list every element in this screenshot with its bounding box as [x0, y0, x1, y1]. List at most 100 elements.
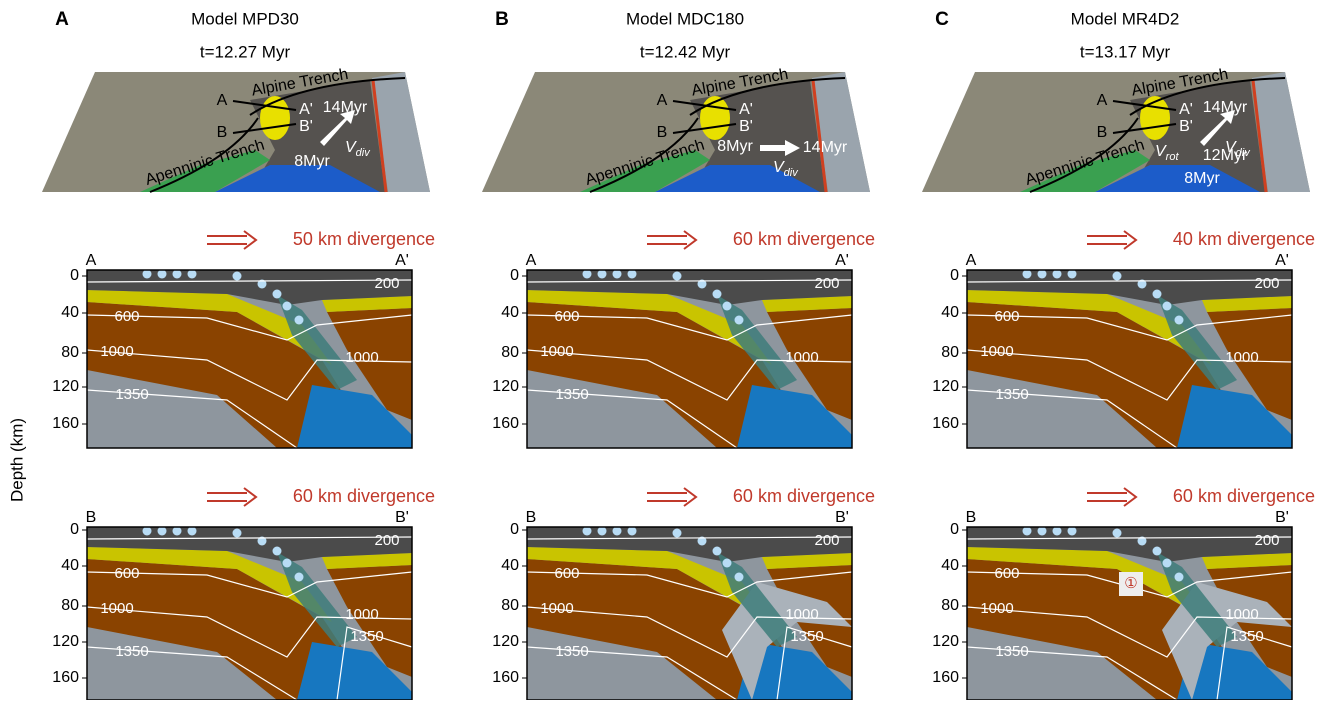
map-label: B' — [739, 118, 753, 135]
isotherm-label: 1000 — [100, 343, 133, 360]
marker-dot — [628, 270, 637, 279]
map-label: A — [1097, 92, 1108, 109]
isotherm-label: 600 — [554, 565, 579, 582]
isotherm-label: 1000 — [1225, 606, 1258, 623]
isotherm-label: 1350 — [115, 386, 148, 403]
isotherm-label: 1350 — [1230, 628, 1263, 645]
isotherm-label: 1000 — [540, 600, 573, 617]
section-end: B — [966, 509, 977, 526]
depth-tick-label: 0 — [950, 267, 959, 284]
marker-dot — [1038, 270, 1047, 279]
marker-dot — [723, 302, 732, 311]
isotherm-label: 200 — [374, 275, 399, 292]
marker-dot — [1053, 270, 1062, 279]
isotherm-label: 200 — [814, 275, 839, 292]
map-label: B' — [1179, 118, 1193, 135]
section-end: B — [86, 509, 97, 526]
marker-dot — [598, 527, 607, 536]
isotherm-label: 1350 — [555, 386, 588, 403]
map-label: B — [1097, 124, 1108, 141]
isotherm-label: 200 — [814, 532, 839, 549]
marker-dot — [1068, 270, 1077, 279]
map-label: A' — [739, 101, 753, 118]
velocity-subscript: div — [356, 147, 372, 159]
depth-tick-label: 120 — [492, 633, 519, 650]
section-end: A — [526, 252, 537, 269]
marker-dot — [735, 316, 744, 325]
depth-tick-label: 120 — [52, 633, 79, 650]
marker-dot — [583, 527, 592, 536]
isotherm-label: 600 — [114, 565, 139, 582]
map-label: A' — [1179, 101, 1193, 118]
marker-dot — [1163, 302, 1172, 311]
divergence-arrow — [244, 231, 256, 249]
marker-dot — [1023, 270, 1032, 279]
depth-tick-label: 0 — [510, 267, 519, 284]
marker-dot — [273, 290, 282, 299]
marker-dot — [273, 547, 282, 556]
isotherm-label: 1350 — [790, 628, 823, 645]
marker-dot — [713, 547, 722, 556]
depth-tick-label: 0 — [70, 267, 79, 284]
marker-dot — [173, 527, 182, 536]
isotherm-label: 600 — [994, 308, 1019, 325]
depth-tick-label: 0 — [70, 521, 79, 538]
divergence-arrow — [684, 231, 696, 249]
model-time: t=12.27 Myr — [200, 42, 291, 61]
marker-dot — [188, 527, 197, 536]
marker-dot — [613, 527, 622, 536]
marker-dot — [583, 270, 592, 279]
isotherm-label: 1350 — [115, 643, 148, 660]
depth-tick-label: 160 — [52, 415, 79, 432]
isotherm-label: 1350 — [555, 643, 588, 660]
isotherm-label: 200 — [1254, 275, 1279, 292]
marker-dot — [628, 527, 637, 536]
isotherm-label: 1000 — [980, 600, 1013, 617]
map-label: 12Myr — [1203, 147, 1248, 164]
axis-label: Depth (km) — [7, 418, 26, 502]
marker-dot — [158, 527, 167, 536]
marker-dot — [1038, 527, 1047, 536]
marker-dot — [233, 529, 242, 538]
depth-tick-label: 80 — [61, 597, 79, 614]
marker-dot — [673, 272, 682, 281]
marker-dot — [1163, 559, 1172, 568]
isotherm-label: 1350 — [350, 628, 383, 645]
depth-tick-label: 160 — [932, 415, 959, 432]
marker-dot — [1113, 272, 1122, 281]
marker-dot — [143, 527, 152, 536]
depth-tick-label: 80 — [501, 597, 519, 614]
depth-tick-label: 80 — [941, 344, 959, 361]
depth-tick-label: 40 — [941, 304, 959, 321]
marker-dot — [598, 270, 607, 279]
section-marker: ① — [1124, 575, 1137, 592]
divergence-label: 50 km divergence — [293, 229, 435, 249]
isotherm-label: 600 — [554, 308, 579, 325]
depth-tick-label: 120 — [492, 378, 519, 395]
panel-letter: B — [495, 9, 509, 30]
section-end: B' — [1275, 509, 1289, 526]
model-title: Model MR4D2 — [1071, 9, 1180, 28]
depth-tick-label: 40 — [61, 304, 79, 321]
depth-tick-label: 40 — [941, 557, 959, 574]
isotherm-label: 1000 — [100, 600, 133, 617]
section-end: B — [526, 509, 537, 526]
depth-tick-label: 120 — [932, 378, 959, 395]
map-label: B' — [299, 118, 313, 135]
map-label: A — [657, 92, 668, 109]
isotherm-label: 600 — [994, 565, 1019, 582]
map-label: 8Myr — [717, 138, 753, 155]
divergence-label: 60 km divergence — [733, 486, 875, 506]
section-end: A' — [395, 252, 409, 269]
marker-dot — [713, 290, 722, 299]
depth-tick-label: 40 — [501, 557, 519, 574]
depth-tick-label: 160 — [492, 669, 519, 686]
isotherm-label: 1000 — [1225, 349, 1258, 366]
marker-dot — [295, 573, 304, 582]
panel-letter: C — [935, 9, 949, 30]
marker-dot — [1175, 316, 1184, 325]
marker-dot — [295, 316, 304, 325]
divergence-label: 60 km divergence — [293, 486, 435, 506]
marker-dot — [613, 270, 622, 279]
map-label: B — [657, 124, 668, 141]
